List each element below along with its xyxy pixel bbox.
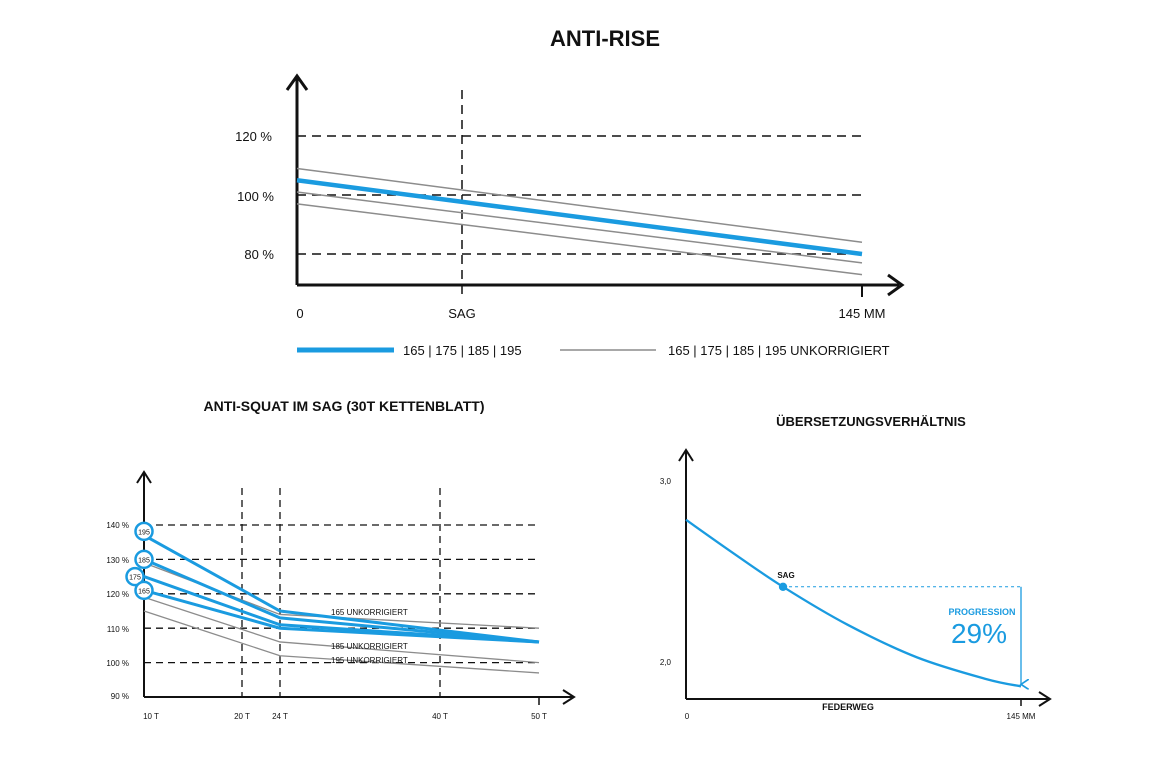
anti-squat-title: ANTI-SQUAT IM SAG (30T KETTENBLATT) <box>203 398 484 414</box>
x-tick-label: 145 MM <box>839 306 886 321</box>
x-tick-label: 50 T <box>531 712 547 721</box>
series-marker-165 <box>134 580 154 601</box>
anti-rise-axes <box>285 73 905 297</box>
uncorrected-series-line-1 <box>296 191 863 264</box>
series-line-195-unkorrigiert <box>143 610 540 674</box>
series-marker-label: 165 <box>138 588 150 595</box>
x-tick-label: 145 MM <box>1007 712 1036 721</box>
anti-squat-x-ticks: 10 T 20 T 24 T 40 T 50 T <box>143 712 547 721</box>
series-marker-label: 175 <box>129 575 141 582</box>
anti-squat-gridlines <box>144 488 539 697</box>
ratio-title: ÜBERSETZUNGSVERHÄLTNIS <box>776 414 966 429</box>
x-tick-label: SAG <box>448 306 475 321</box>
y-tick-label: 130 % <box>106 556 129 565</box>
uncorrected-series-line-2 <box>296 203 863 276</box>
uncorrected-series-line-0 <box>296 167 863 243</box>
series-marker-label: 185 <box>138 557 150 564</box>
x-tick-label: 20 T <box>234 712 250 721</box>
anti-rise-chart: ANTI-RISE 120 % 100 % 80 % 0 SAG 145 MM … <box>235 26 905 358</box>
x-tick-label: 0 <box>296 306 303 321</box>
anti-squat-series <box>143 534 540 674</box>
series-line-185-unkorrigiert <box>143 596 540 664</box>
y-tick-label: 120 % <box>235 129 272 144</box>
y-tick-label: 90 % <box>111 692 129 701</box>
series-line-185 <box>143 558 540 644</box>
ratio-curve <box>685 518 1022 688</box>
y-tick-label: 140 % <box>106 521 129 530</box>
anti-squat-axes <box>136 470 576 705</box>
x-tick-label: 10 T <box>143 712 159 721</box>
annotation-label: 185 UNKORRIGIERT <box>331 642 408 651</box>
legend-label-uncorrected: 165 | 175 | 185 | 195 UNKORRIGIERT <box>668 343 890 358</box>
anti-squat-markers: 195 185 175 165 <box>125 521 154 601</box>
series-marker-185 <box>134 549 154 570</box>
series-line-165 <box>143 588 540 644</box>
x-tick-label: 24 T <box>272 712 288 721</box>
annotation-label: 195 UNKORRIGIERT <box>331 656 408 665</box>
corrected-series-line <box>296 178 863 257</box>
x-tick-label: 0 <box>685 712 690 721</box>
y-tick-label: 110 % <box>107 625 129 634</box>
anti-rise-legend: 165 | 175 | 185 | 195 165 | 175 | 185 | … <box>297 343 890 358</box>
sag-point-label: SAG <box>777 571 794 580</box>
sag-point-marker <box>778 582 788 591</box>
ratio-chart: ÜBERSETZUNGSVERHÄLTNIS 3,0 2,0 0 145 MM … <box>660 414 1052 721</box>
y-tick-label: 100 % <box>237 189 274 204</box>
y-tick-label: 80 % <box>244 247 274 262</box>
anti-rise-title: ANTI-RISE <box>550 26 660 51</box>
anti-rise-series <box>296 167 863 276</box>
annotation-label: 165 UNKORRIGIERT <box>331 608 408 617</box>
anti-rise-gridlines <box>297 135 862 255</box>
series-marker-195 <box>134 521 154 542</box>
y-tick-label: 120 % <box>106 590 129 599</box>
series-marker-label: 195 <box>138 529 150 536</box>
series-line-195 <box>143 534 540 644</box>
progression-label: PROGRESSION <box>948 607 1015 617</box>
y-tick-label: 2,0 <box>660 658 672 667</box>
progression-value: 29% <box>951 618 1007 649</box>
ratio-series <box>685 518 1022 688</box>
x-axis-label: FEDERWEG <box>822 702 874 712</box>
y-tick-label: 100 % <box>106 659 129 668</box>
y-tick-label: 3,0 <box>660 477 672 486</box>
x-tick-label: 40 T <box>432 712 448 721</box>
legend-label-corrected: 165 | 175 | 185 | 195 <box>403 343 522 358</box>
ratio-axes <box>678 448 1052 707</box>
series-marker-175 <box>125 566 145 587</box>
anti-squat-y-ticks: 140 % 130 % 120 % 110 % 100 % 90 % <box>106 521 129 701</box>
anti-squat-annotations: 165 UNKORRIGIERT 185 UNKORRIGIERT 195 UN… <box>331 608 408 665</box>
anti-squat-chart: ANTI-SQUAT IM SAG (30T KETTENBLATT) 1951… <box>106 398 576 721</box>
